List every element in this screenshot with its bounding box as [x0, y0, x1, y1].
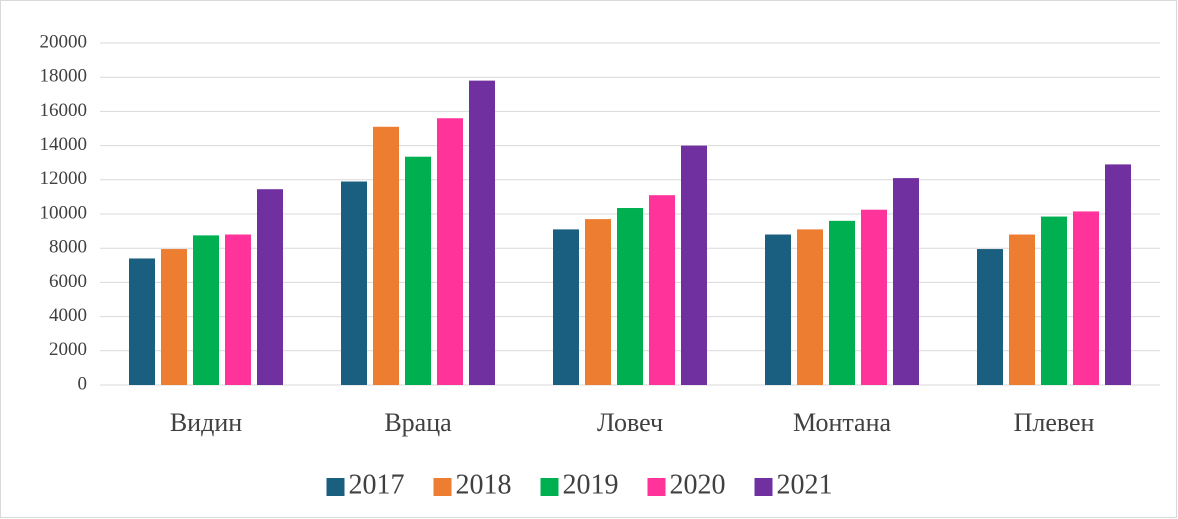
bar [765, 234, 791, 385]
x-tick-label: Плевен [1014, 408, 1095, 437]
y-tick-label: 14000 [40, 134, 88, 155]
x-tick-label: Ловеч [597, 408, 663, 437]
bar [161, 249, 187, 385]
legend-swatch [647, 478, 666, 496]
bar [405, 156, 431, 385]
bar [617, 208, 643, 385]
bar [225, 234, 251, 385]
bar [797, 229, 823, 385]
bar [1009, 234, 1035, 385]
bar [553, 229, 579, 385]
legend-label: 2018 [456, 469, 512, 500]
bar [373, 126, 399, 385]
bar [1105, 164, 1131, 385]
bar [829, 220, 855, 385]
bar [977, 249, 1003, 385]
bar [681, 145, 707, 385]
x-tick-label: Видин [170, 408, 242, 437]
legend-label: 2020 [670, 469, 726, 500]
bar [437, 118, 463, 386]
legend-swatch [433, 478, 452, 496]
bar [257, 189, 283, 385]
bar [1041, 216, 1067, 385]
x-tick-label: Монтана [793, 408, 892, 437]
bar [469, 80, 495, 386]
x-tick-label: Враца [384, 408, 452, 437]
bar [341, 181, 367, 385]
bar [193, 235, 219, 385]
y-tick-label: 12000 [40, 168, 88, 189]
legend-swatch [540, 478, 559, 496]
legend-label: 2021 [777, 469, 833, 500]
y-tick-label: 0 [78, 373, 88, 394]
bar [893, 178, 919, 385]
y-tick-label: 10000 [40, 202, 88, 223]
bar [129, 258, 155, 385]
bar [1073, 211, 1099, 385]
y-tick-label: 16000 [40, 100, 88, 121]
legend-swatch [754, 478, 773, 496]
y-tick-label: 8000 [49, 237, 87, 258]
bar [585, 219, 611, 385]
legend-label: 2017 [349, 469, 405, 500]
y-tick-label: 4000 [49, 305, 87, 326]
y-tick-label: 6000 [49, 271, 87, 292]
bar [861, 209, 887, 385]
y-tick-label: 20000 [40, 31, 88, 52]
legend-label: 2019 [563, 469, 619, 500]
bar [649, 195, 675, 385]
y-tick-label: 2000 [49, 339, 87, 360]
legend-swatch [326, 478, 345, 496]
y-tick-label: 18000 [40, 66, 88, 87]
